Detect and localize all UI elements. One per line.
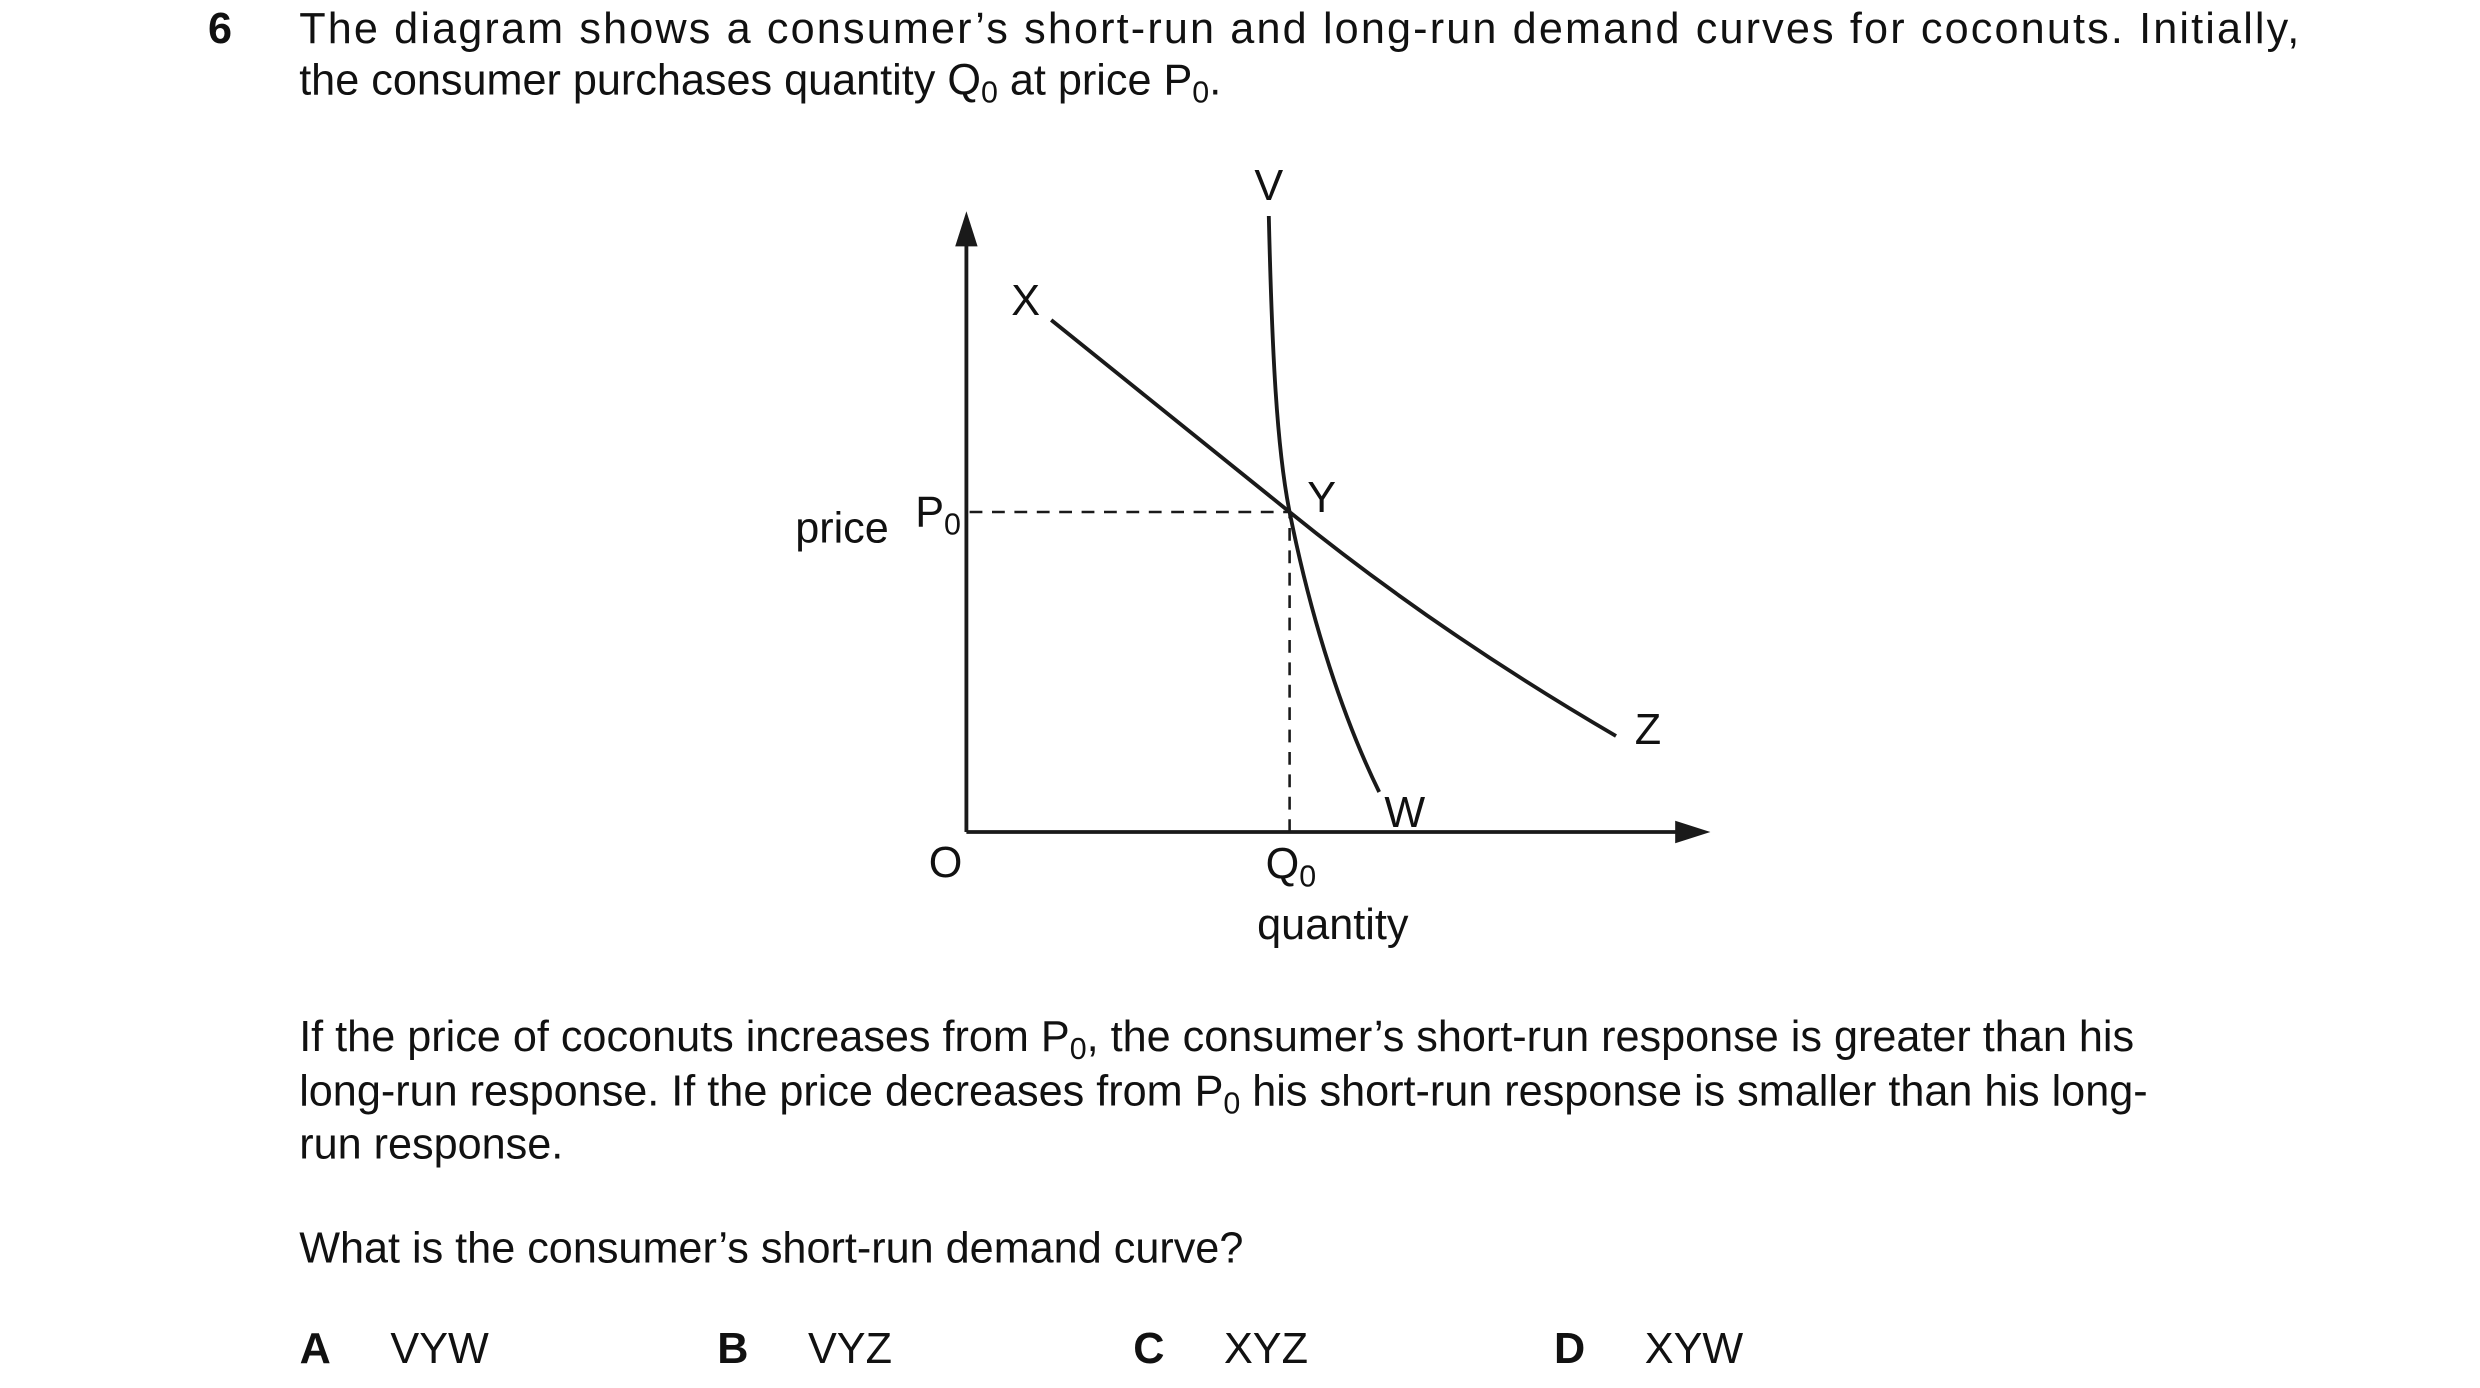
axis-label-price: price [795,504,889,552]
question-number: 6 [208,5,232,53]
option-letter: B [717,1325,748,1373]
body-line: long-run response. If the price decrease… [299,1068,2147,1121]
curve-xz [1049,318,1617,738]
text: at price P [998,56,1192,104]
guide-lines [969,510,1291,832]
option-text: XYW [1645,1325,1744,1373]
subscript: 0 [944,507,961,541]
arrow [1675,820,1711,844]
intro-line: The diagram shows a consumer’s short-run… [299,5,2299,53]
label-w: W [1384,789,1425,837]
option-letter: D [1554,1325,1585,1373]
option-text: VYW [390,1325,489,1373]
text: P [915,488,944,536]
subscript: 0 [1070,1032,1087,1066]
label-v: V [1254,162,1283,210]
text: Q [1266,840,1300,888]
subscript: 0 [1299,859,1316,893]
text: long-run response. If the price decrease… [299,1068,1223,1116]
diagram: V X Y Z W price P0 O Q0 quantity [795,162,1711,949]
subscript: 0 [1192,75,1209,109]
option-letter: C [1133,1325,1164,1373]
body-line: run response. [299,1120,563,1168]
body-line: If the price of coconuts increases from … [299,1013,2134,1066]
question-text: What is the consumer’s short-run demand … [299,1224,1243,1272]
text: If the price of coconuts increases from … [299,1013,1070,1061]
intro-line: the consumer purchases quantity Q0 at pr… [299,56,1221,109]
text: his short-run response is smaller than h… [1240,1068,2147,1116]
label-x: X [1011,277,1040,325]
text: The diagram shows a consumer’s short-run… [299,5,2299,53]
axis-label-quantity: quantity [1257,901,1409,949]
text: run response. [299,1120,563,1168]
label-y: Y [1307,474,1336,522]
text: . [1209,56,1221,104]
text: , the consumer’s short-run response is g… [1087,1013,2134,1061]
label-origin: O [929,839,963,887]
option-text: XYZ [1224,1325,1308,1373]
subscript: 0 [1223,1087,1240,1121]
arrow [955,211,978,247]
label-q0: Q0 [1266,840,1317,893]
option-text: VYZ [808,1325,892,1373]
label-z: Z [1635,706,1661,754]
curve-vw [1266,215,1381,793]
label-p0: P0 [915,488,961,541]
option-letter: A [300,1325,331,1373]
subscript: 0 [981,75,998,109]
text: the consumer purchases quantity Q [299,56,981,104]
